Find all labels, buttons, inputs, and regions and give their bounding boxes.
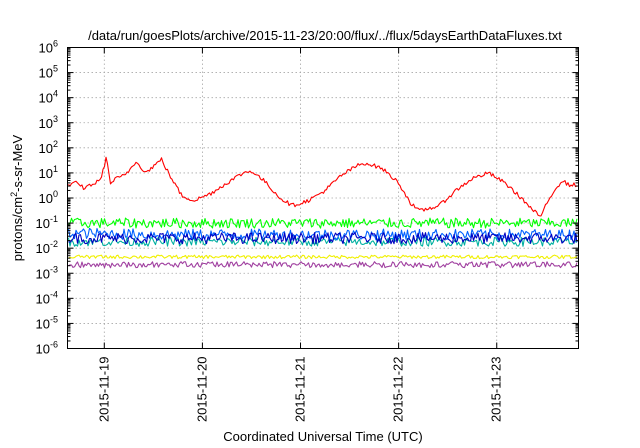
x-tick-labels: 2015-11-19 2015-11-20 2015-11-21 2015-11-22…	[96, 357, 503, 423]
y-tick-label: 106	[39, 39, 58, 56]
x-axis-label: Coordinated Universal Time (UTC)	[223, 429, 422, 444]
y-axis-label: protons/cm2-s-sr-MeV	[9, 134, 25, 261]
x-tick-label: 2015-11-23	[489, 357, 504, 423]
y-tick-label: 104	[39, 89, 58, 106]
y-tick-label: 102	[39, 139, 58, 156]
y-tick-label: 10-1	[36, 214, 58, 231]
x-tick-label: 2015-11-22	[391, 357, 406, 423]
y-tick-label: 100	[39, 189, 58, 206]
chart-title: /data/run/goesPlots/archive/2015-11-23/2…	[88, 28, 562, 43]
y-tick-labels: 10-6 10-5 10-4 10-3 10-2 10-1 100 101 102 103 104 1…	[36, 39, 58, 357]
y-tick-label: 103	[39, 114, 58, 131]
x-tick-label: 2015-11-19	[96, 357, 111, 423]
series-line	[68, 254, 578, 260]
y-tick-label: 10-6	[36, 340, 58, 357]
series-line	[67, 236, 578, 247]
x-tick-label: 2015-11-21	[293, 357, 308, 423]
data-series	[67, 156, 578, 269]
y-tick-label: 101	[39, 164, 58, 181]
y-tick-label: 10-2	[36, 239, 58, 256]
series-line	[68, 156, 578, 217]
series-line	[68, 261, 578, 269]
series-line	[68, 217, 578, 229]
y-tick-label: 10-3	[36, 264, 58, 281]
y-tick-label: 10-5	[36, 314, 58, 331]
x-tick-label: 2015-11-20	[194, 357, 209, 423]
y-tick-label: 10-4	[36, 289, 58, 306]
y-tick-label: 105	[39, 64, 58, 81]
axis-ticks	[67, 47, 579, 349]
grid	[67, 47, 579, 349]
series-line	[67, 227, 578, 241]
series-line	[68, 232, 578, 245]
